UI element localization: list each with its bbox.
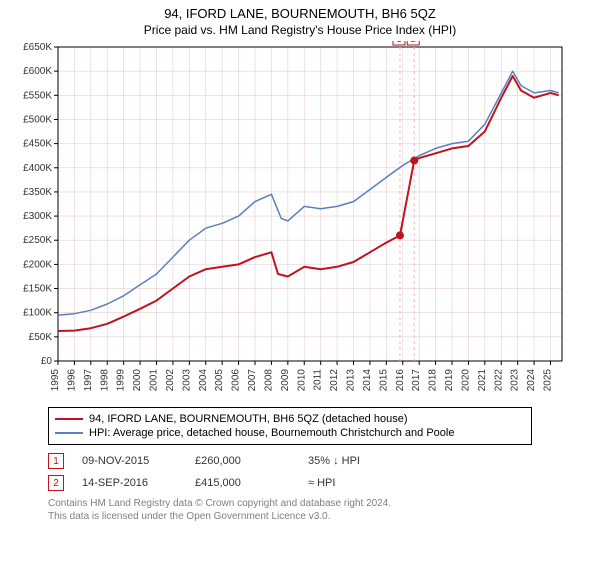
svg-text:2016: 2016 [395, 369, 406, 392]
event-date: 09-NOV-2015 [82, 455, 177, 467]
svg-text:2022: 2022 [493, 369, 504, 392]
svg-text:£100K: £100K [23, 308, 52, 319]
svg-text:2000: 2000 [132, 369, 143, 392]
transaction-events: 1 09-NOV-2015 £260,000 35% ↓ HPI 2 14-SEP-201… [48, 453, 600, 491]
svg-text:1998: 1998 [99, 369, 110, 392]
svg-text:£500K: £500K [23, 114, 52, 125]
svg-text:2017: 2017 [411, 369, 422, 392]
svg-text:£200K: £200K [23, 259, 52, 270]
footer-line-2: This data is licensed under the Open Gov… [48, 510, 600, 523]
title-block: 94, IFORD LANE, BOURNEMOUTH, BH6 5QZ Pri… [0, 6, 600, 37]
legend-swatch [55, 432, 83, 434]
svg-text:£350K: £350K [23, 187, 52, 198]
svg-text:£50K: £50K [29, 332, 53, 343]
chart-title: 94, IFORD LANE, BOURNEMOUTH, BH6 5QZ [0, 6, 600, 21]
event-price: £260,000 [195, 455, 290, 467]
legend-swatch [55, 418, 83, 420]
legend-row: 94, IFORD LANE, BOURNEMOUTH, BH6 5QZ (de… [55, 412, 525, 426]
svg-text:2003: 2003 [181, 369, 192, 392]
event-badge: 2 [48, 475, 64, 491]
event-row: 1 09-NOV-2015 £260,000 35% ↓ HPI [48, 453, 600, 469]
svg-text:£600K: £600K [23, 66, 52, 77]
svg-text:£550K: £550K [23, 90, 52, 101]
svg-text:2: 2 [411, 41, 416, 44]
svg-text:2019: 2019 [444, 369, 455, 392]
legend-label: 94, IFORD LANE, BOURNEMOUTH, BH6 5QZ (de… [89, 413, 408, 425]
chart-subtitle: Price paid vs. HM Land Registry's House … [0, 23, 600, 37]
svg-text:2010: 2010 [296, 369, 307, 392]
svg-text:2023: 2023 [510, 369, 521, 392]
legend: 94, IFORD LANE, BOURNEMOUTH, BH6 5QZ (de… [48, 407, 532, 445]
legend-label: HPI: Average price, detached house, Bour… [89, 427, 454, 439]
svg-text:2025: 2025 [543, 369, 554, 392]
svg-text:£250K: £250K [23, 235, 52, 246]
svg-text:2001: 2001 [149, 369, 160, 392]
legend-row: HPI: Average price, detached house, Bour… [55, 426, 525, 440]
svg-text:1: 1 [396, 41, 401, 44]
svg-text:2006: 2006 [231, 369, 242, 392]
svg-text:1997: 1997 [83, 369, 94, 392]
event-note: 35% ↓ HPI [308, 455, 403, 467]
svg-text:£400K: £400K [23, 163, 52, 174]
svg-text:1995: 1995 [50, 369, 61, 392]
svg-text:2008: 2008 [263, 369, 274, 392]
svg-text:2012: 2012 [329, 369, 340, 392]
event-row: 2 14-SEP-2016 £415,000 ≈ HPI [48, 475, 600, 491]
event-note: ≈ HPI [308, 477, 403, 489]
chart-area: £0 £50K £100K £150K £200K £250K £300K £350K £400… [10, 41, 570, 401]
svg-text:2015: 2015 [378, 369, 389, 392]
event-date: 14-SEP-2016 [82, 477, 177, 489]
svg-text:2020: 2020 [460, 369, 471, 392]
svg-text:2024: 2024 [526, 369, 537, 392]
svg-text:2005: 2005 [214, 369, 225, 392]
svg-text:2004: 2004 [198, 369, 209, 392]
svg-text:£0: £0 [41, 356, 53, 367]
svg-text:2021: 2021 [477, 369, 488, 392]
svg-text:£650K: £650K [23, 42, 52, 53]
svg-text:£450K: £450K [23, 139, 52, 150]
svg-text:2009: 2009 [280, 369, 291, 392]
svg-text:2007: 2007 [247, 369, 258, 392]
svg-text:2018: 2018 [428, 369, 439, 392]
svg-text:£300K: £300K [23, 211, 52, 222]
svg-text:2014: 2014 [362, 369, 373, 392]
svg-text:2011: 2011 [313, 369, 324, 391]
svg-text:1996: 1996 [66, 369, 77, 392]
svg-text:1999: 1999 [116, 369, 127, 392]
chart-svg: £0 £50K £100K £150K £200K £250K £300K £350K £400… [10, 41, 570, 401]
svg-text:£150K: £150K [23, 284, 52, 295]
event-badge: 1 [48, 453, 64, 469]
svg-text:2002: 2002 [165, 369, 176, 392]
event-price: £415,000 [195, 477, 290, 489]
svg-text:2013: 2013 [346, 369, 357, 392]
chart-container: 94, IFORD LANE, BOURNEMOUTH, BH6 5QZ Pri… [0, 6, 600, 566]
footer-attribution: Contains HM Land Registry data © Crown c… [48, 497, 600, 523]
footer-line-1: Contains HM Land Registry data © Crown c… [48, 497, 600, 510]
